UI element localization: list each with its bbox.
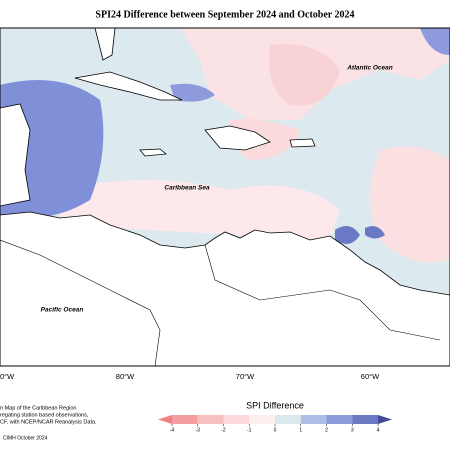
colorbar-tick-label: 0 (274, 427, 277, 433)
field-patch (269, 44, 340, 106)
land (0, 103, 31, 207)
colorbar-swatch (223, 415, 250, 424)
footnote: n Map of the Caribbean Region (0, 405, 76, 411)
colorbar-swatch (172, 415, 198, 424)
lon-label: 60°W (361, 372, 380, 381)
map: Atlantic Ocean Caribbean Sea Pacific Oce… (0, 27, 450, 367)
coastline (0, 239, 161, 367)
colorbar-tick-label: 3 (351, 427, 354, 433)
colorbar-arrow (158, 415, 172, 424)
colorbar-tick-label: 1 (299, 427, 302, 433)
lon-label: 80°W (116, 372, 135, 381)
place-label: Pacific Ocean (41, 307, 84, 314)
land (139, 148, 167, 157)
field-patch (420, 28, 450, 55)
place-label: Caribbean Sea (164, 185, 210, 192)
field-patch (365, 226, 385, 239)
field-patch (60, 180, 340, 240)
colorbar-swatch (275, 415, 301, 424)
map-frame (0, 27, 450, 367)
colorbar-swatch (352, 415, 378, 424)
land (74, 71, 183, 101)
colorbar: -4 -3 -2 -1 0 1 2 3 4 (158, 415, 392, 433)
place-label: Atlantic Ocean (346, 65, 393, 72)
colorbar-tick-label: -4 (170, 427, 175, 433)
colorbar-tick-label: 4 (377, 427, 380, 433)
colorbar-tick-label: -3 (196, 427, 201, 433)
land (204, 125, 271, 151)
land (289, 138, 316, 148)
footnote: CF, with NCEP/NCAR Reanalysis Data. (0, 419, 97, 425)
colorbar-tick-label: -1 (247, 427, 252, 433)
credit: CIMH October 2024 (3, 435, 48, 441)
border (204, 244, 441, 341)
colorbar-swatch (197, 415, 224, 424)
colorbar-swatch (326, 415, 353, 424)
colorbar-arrow (378, 415, 392, 424)
colorbar-swatch (249, 415, 275, 424)
colorbar-swatch (300, 415, 327, 424)
colorbar-tick-label: -2 (221, 427, 226, 433)
colorbar-title: SPI Difference (246, 400, 304, 410)
field-patch (370, 146, 450, 263)
lon-label: 70°W (236, 372, 255, 381)
map-title: SPI24 Difference between September 2024 … (95, 9, 354, 20)
lon-label: 0°W (0, 372, 15, 381)
land (0, 211, 450, 367)
footnote: regating station based observations, (0, 412, 89, 418)
field-patch (170, 83, 215, 102)
colorbar-tick-label: 2 (325, 427, 328, 433)
field-patch (335, 226, 360, 244)
